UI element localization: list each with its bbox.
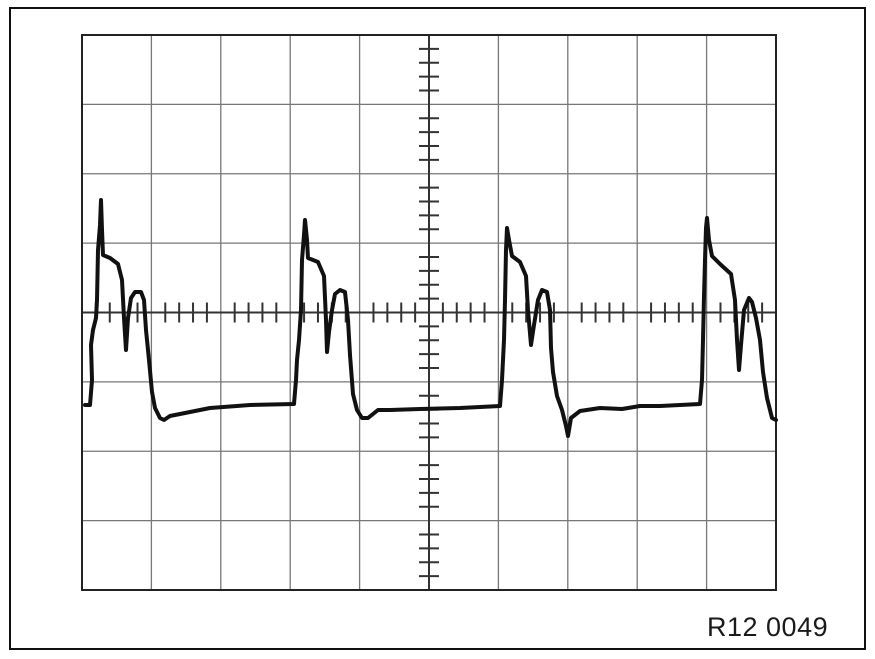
outer-frame — [9, 7, 866, 650]
screen-border — [81, 34, 777, 591]
graticule-axis-ticks — [94, 47, 764, 578]
graticule-center-axes — [82, 35, 776, 590]
figure-reference-code: R12 0049 — [707, 612, 829, 642]
signal-waveform-trace — [83, 198, 778, 438]
